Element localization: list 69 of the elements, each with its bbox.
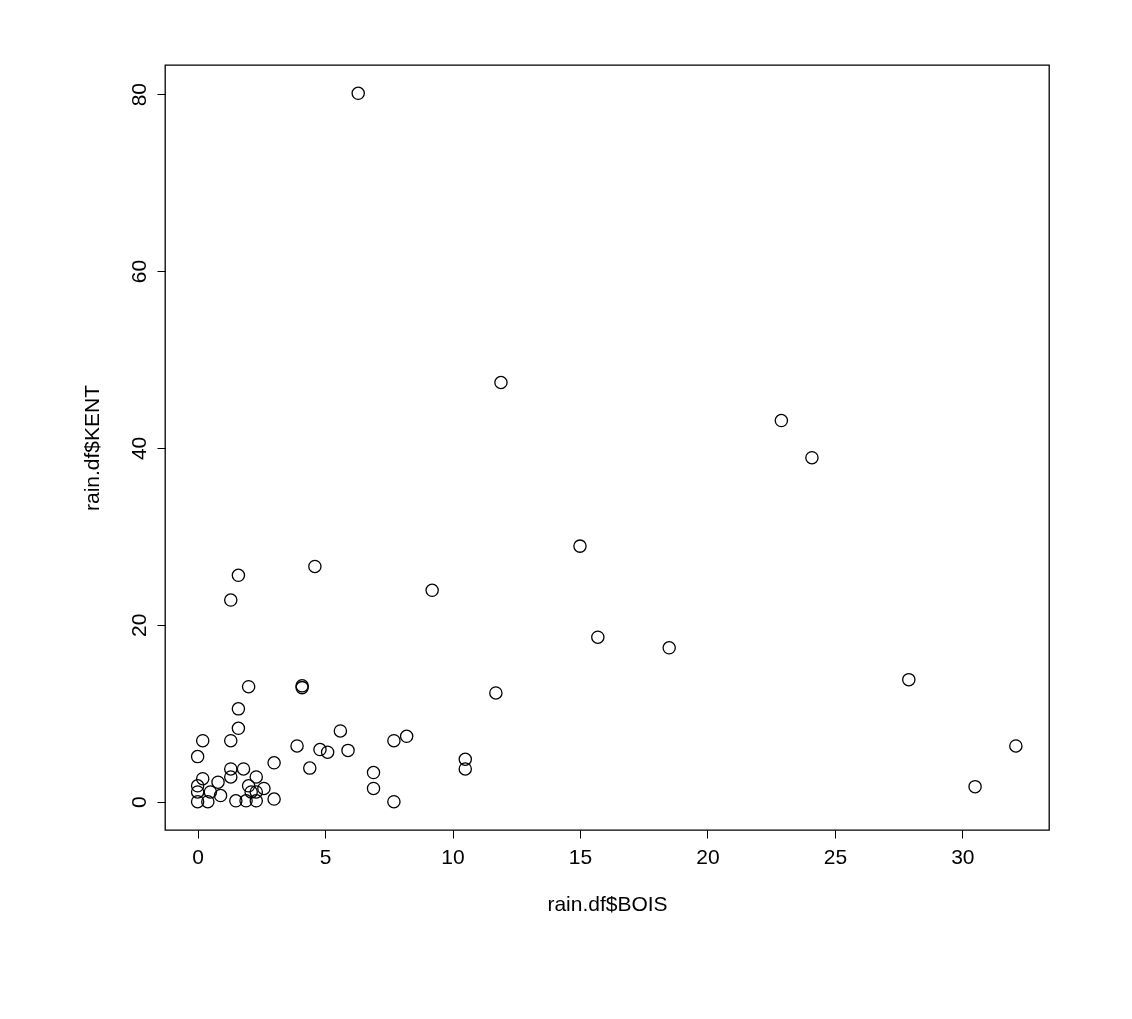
point bbox=[201, 794, 215, 809]
point bbox=[387, 733, 401, 748]
point bbox=[458, 762, 473, 776]
point bbox=[236, 762, 251, 776]
point bbox=[662, 641, 676, 655]
point bbox=[231, 702, 246, 716]
point bbox=[195, 733, 210, 748]
point bbox=[249, 770, 264, 784]
point bbox=[213, 788, 228, 803]
x-tick-label: 10 bbox=[441, 844, 465, 868]
y-tick-label: 20 bbox=[126, 613, 150, 637]
point bbox=[968, 779, 982, 794]
point bbox=[223, 762, 238, 776]
x-axis-title: rain.df$BOIS bbox=[547, 891, 668, 915]
point bbox=[341, 743, 355, 758]
y-tick-label: 80 bbox=[126, 83, 150, 107]
point bbox=[223, 770, 238, 784]
point bbox=[190, 785, 205, 799]
point bbox=[195, 771, 210, 786]
point bbox=[203, 785, 218, 799]
y-tick-label: 0 bbox=[126, 796, 150, 809]
point bbox=[290, 739, 304, 753]
x-tick-label: 15 bbox=[568, 844, 593, 868]
x-tick-label: 5 bbox=[319, 844, 332, 868]
point bbox=[425, 583, 439, 598]
point bbox=[223, 593, 238, 607]
point bbox=[387, 794, 401, 809]
point bbox=[249, 785, 264, 799]
point bbox=[591, 630, 605, 644]
point bbox=[313, 742, 327, 757]
point bbox=[190, 779, 205, 793]
y-axis-title: rain.df$KENT bbox=[79, 384, 103, 512]
point bbox=[333, 724, 348, 738]
point bbox=[231, 568, 246, 583]
point bbox=[211, 775, 225, 789]
point bbox=[805, 450, 819, 465]
point bbox=[229, 794, 243, 808]
point bbox=[494, 375, 508, 390]
point bbox=[267, 792, 281, 806]
point bbox=[489, 686, 503, 700]
point bbox=[267, 756, 281, 770]
point bbox=[244, 785, 258, 799]
point bbox=[190, 749, 205, 764]
point bbox=[303, 761, 317, 775]
point bbox=[399, 729, 414, 744]
point bbox=[308, 559, 322, 574]
point bbox=[774, 413, 789, 428]
point bbox=[257, 781, 271, 796]
point bbox=[241, 679, 256, 694]
point bbox=[351, 86, 365, 101]
y-tick-label: 40 bbox=[126, 436, 150, 461]
point bbox=[241, 779, 256, 793]
x-tick-label: 25 bbox=[823, 844, 848, 868]
y-tick-label: 60 bbox=[126, 259, 150, 284]
x-tick-label: 20 bbox=[696, 844, 720, 868]
point bbox=[366, 781, 381, 796]
point bbox=[1009, 739, 1023, 753]
point bbox=[249, 794, 264, 808]
point bbox=[902, 672, 916, 687]
x-tick-label: 0 bbox=[192, 844, 204, 868]
point bbox=[366, 765, 381, 780]
point bbox=[231, 721, 246, 736]
point bbox=[190, 794, 205, 809]
point bbox=[223, 733, 238, 748]
x-tick-label: 30 bbox=[951, 844, 975, 868]
point bbox=[573, 539, 587, 553]
point bbox=[458, 752, 473, 767]
point bbox=[320, 745, 335, 759]
point bbox=[239, 794, 253, 808]
